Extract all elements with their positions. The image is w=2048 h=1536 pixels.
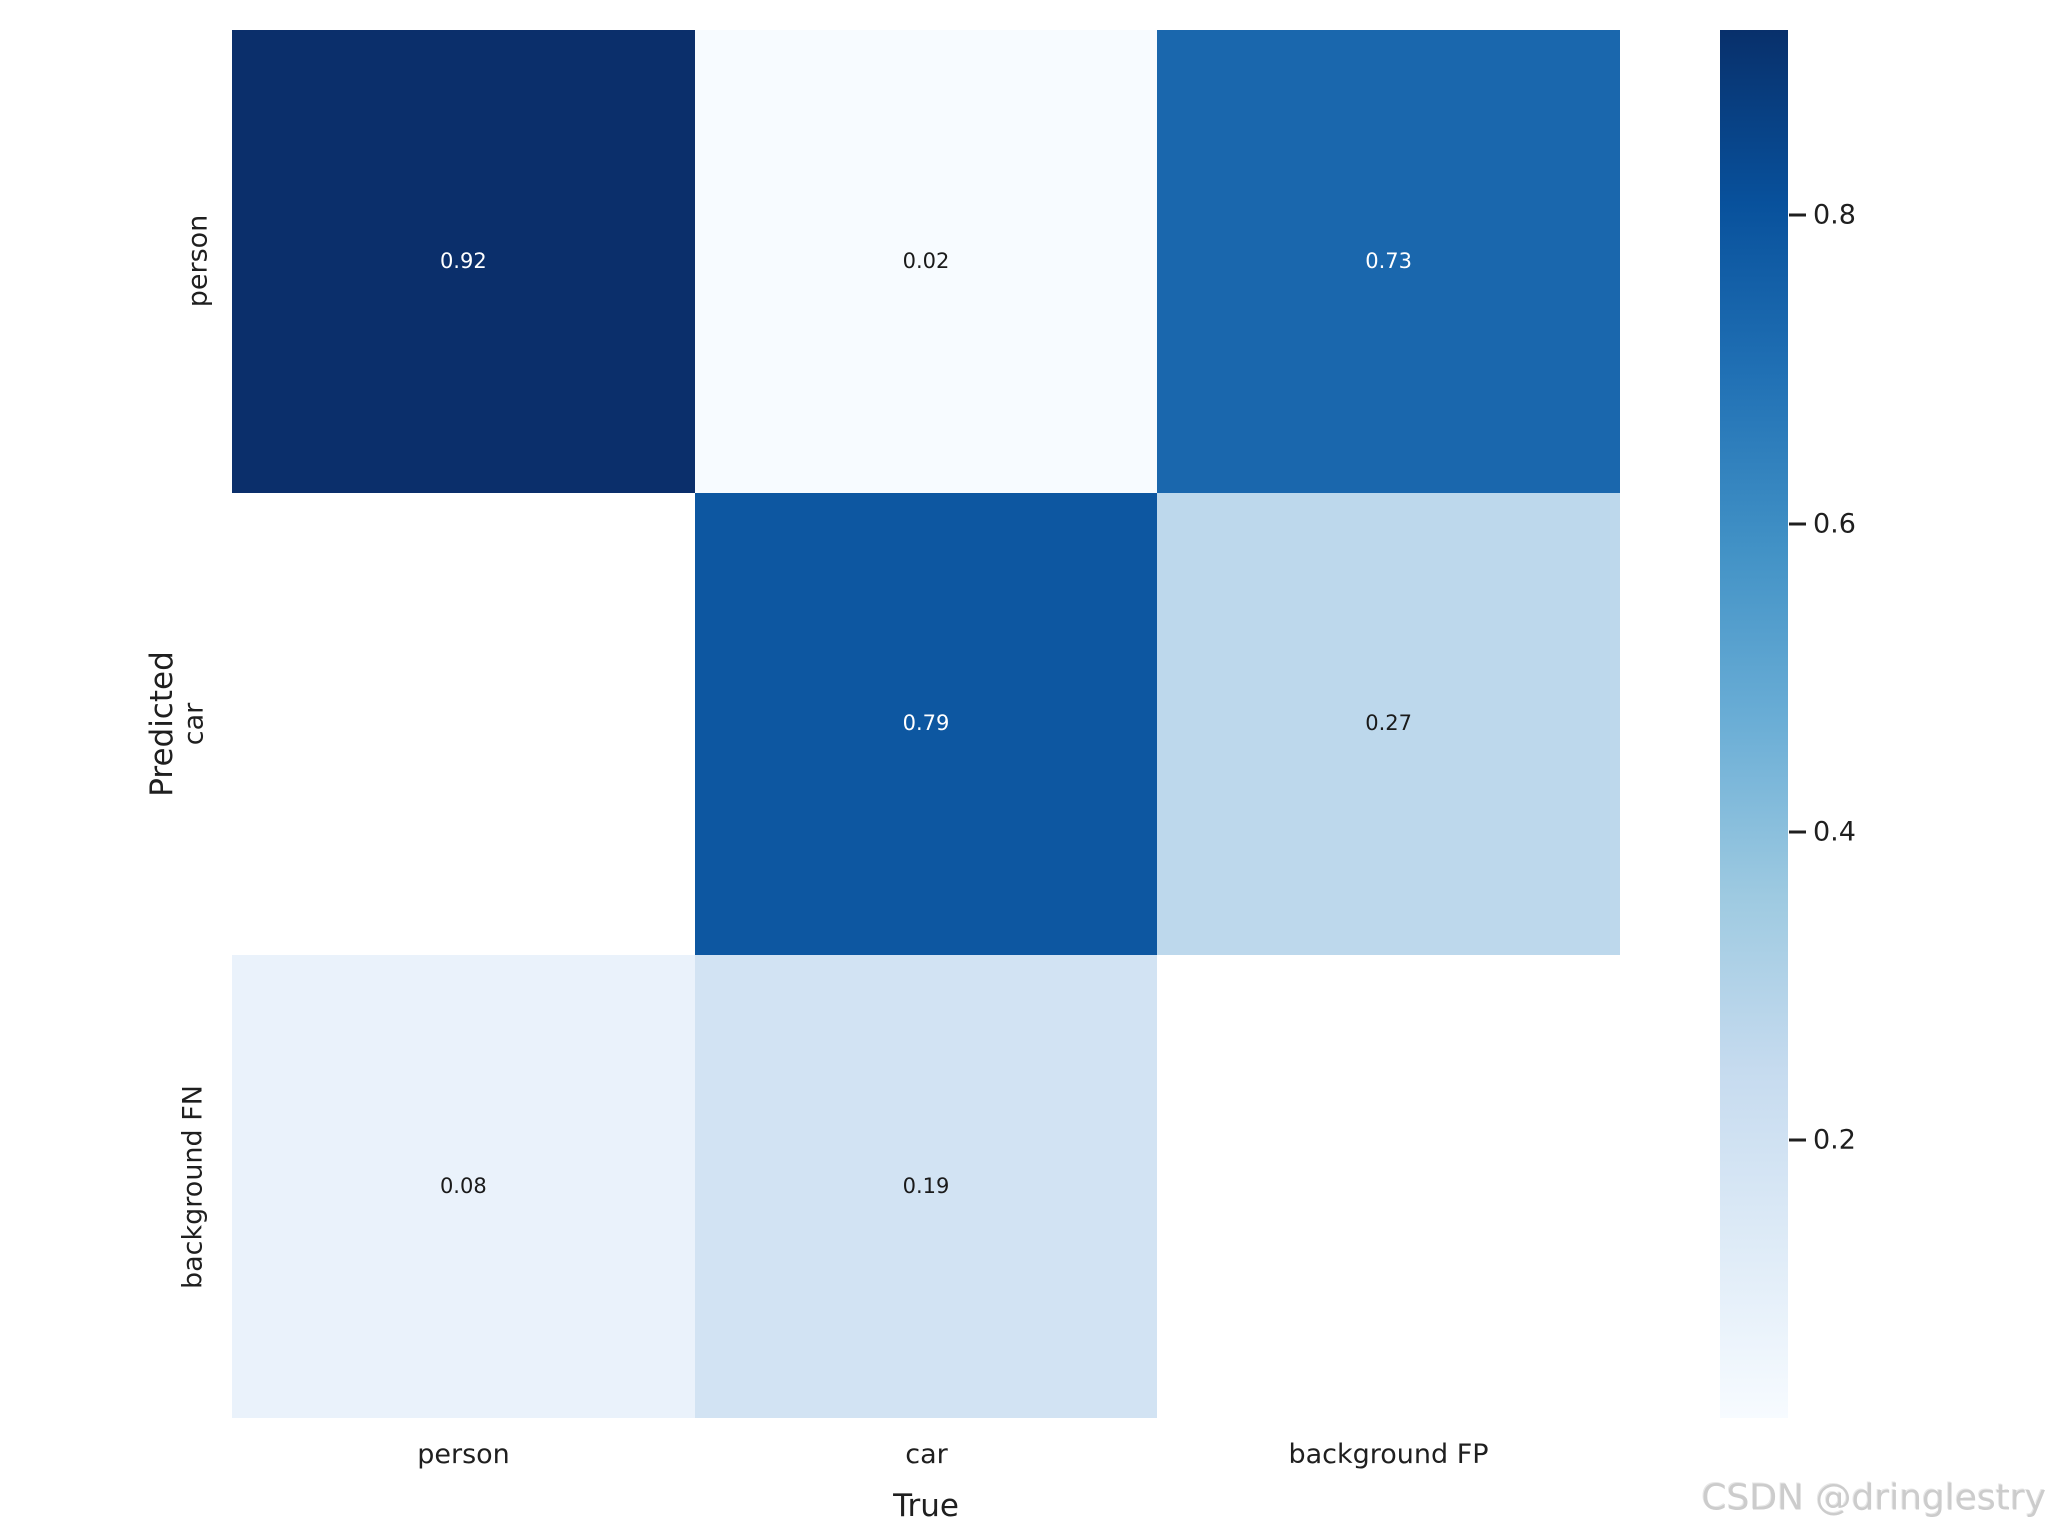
heatmap-cell-background FN-background FP [1157,955,1620,1418]
heatmap-cell-background FN-person: 0.08 [232,955,695,1418]
heatmap-cell-person-person: 0.92 [232,30,695,493]
heatmap-cell-car-person [232,492,695,956]
x-axis-label: True [893,1488,959,1524]
x-tick-label-person: person [417,1439,510,1470]
colorbar-tick-mark [1789,830,1806,834]
x-tick-label-car: car [905,1439,948,1470]
watermark-text: CSDN @dringlestry [1701,1477,2046,1519]
heatmap-cell-background FN-car: 0.19 [694,955,1158,1418]
cell-value: 0.02 [902,248,950,273]
y-tick-label-person: person [182,214,214,308]
cell-value: 0.73 [1365,248,1413,273]
y-axis-label: Predicted [144,651,180,797]
cell-value: 0.19 [902,1174,950,1199]
heatmap-cell-car-car: 0.79 [694,492,1158,956]
heatmap-cell-person-background FP: 0.73 [1157,30,1620,493]
heatmap-cell-car-background FP: 0.27 [1157,492,1620,956]
colorbar-tick-label: 0.2 [1813,1124,1856,1156]
colorbar [1720,30,1788,1418]
cell-value: 0.08 [439,1174,487,1199]
cell-value: 0.92 [439,248,487,273]
colorbar-tick-label: 0.8 [1813,199,1856,231]
x-tick-label-background-fp: background FP [1288,1439,1489,1470]
colorbar-tick-label: 0.6 [1813,508,1856,539]
y-tick-label-car: car [178,702,210,746]
colorbar-tick-mark [1789,213,1806,217]
heatmap-cell-person-car: 0.02 [694,30,1158,493]
colorbar-tick-mark [1789,1138,1806,1142]
cell-value: 0.79 [902,711,950,736]
colorbar-gradient [1720,30,1788,1418]
colorbar-tick-mark [1789,522,1806,525]
colorbar-tick-label: 0.4 [1813,816,1856,848]
cell-value: 0.27 [1365,711,1413,736]
y-tick-label-background-fn: background FN [177,1084,209,1290]
heatmap-plot-area: 0.92 0.02 0.73 0.79 0.27 0.08 0.19 [232,30,1620,1418]
